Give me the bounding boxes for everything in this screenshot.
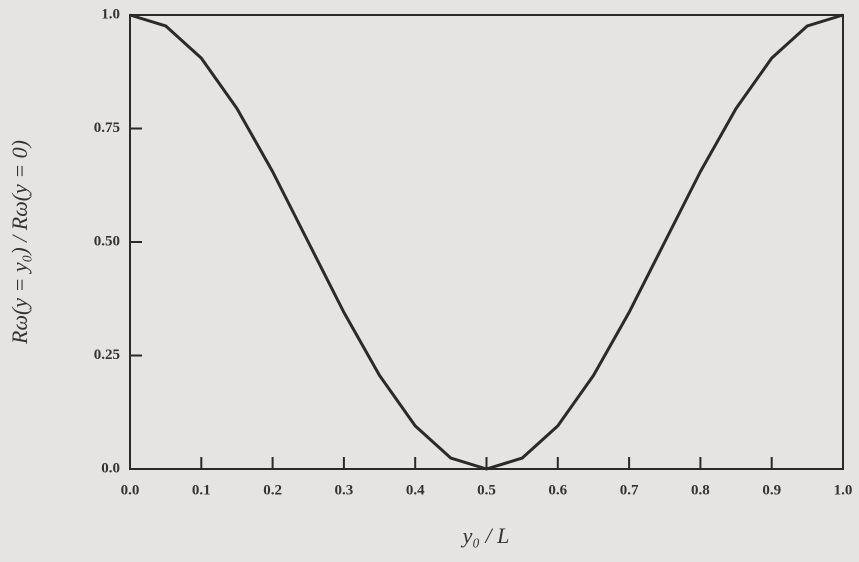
plot-frame xyxy=(129,14,844,470)
x-tick-label: 0.1 xyxy=(192,482,211,498)
x-tick-label: 0.4 xyxy=(406,482,425,498)
x-tick-label: 0.7 xyxy=(620,482,639,498)
y-tick-label: 1.0 xyxy=(101,6,120,22)
x-tick-label: 0.3 xyxy=(335,482,354,498)
x-tick-label: 0.8 xyxy=(691,482,710,498)
x-tick-label: 1.0 xyxy=(834,482,853,498)
data-line xyxy=(129,13,844,471)
x-axis-label: y₀ / L xyxy=(461,523,510,548)
x-tick-label: 0.0 xyxy=(121,482,140,498)
y-tick-label: 0.50 xyxy=(94,233,120,249)
x-tick-label: 0.5 xyxy=(477,482,496,498)
x-tick-label: 0.9 xyxy=(762,482,781,498)
y-tick-label: 0.25 xyxy=(94,347,120,363)
y-tick-label: 0.75 xyxy=(94,120,120,136)
x-tick-label: 0.6 xyxy=(548,482,567,498)
y-tick-label: 0.0 xyxy=(101,460,120,476)
x-tick-label: 0.2 xyxy=(263,482,282,498)
y-axis-label: Rω(y = y₀) / Rω(y = 0) xyxy=(7,140,32,345)
